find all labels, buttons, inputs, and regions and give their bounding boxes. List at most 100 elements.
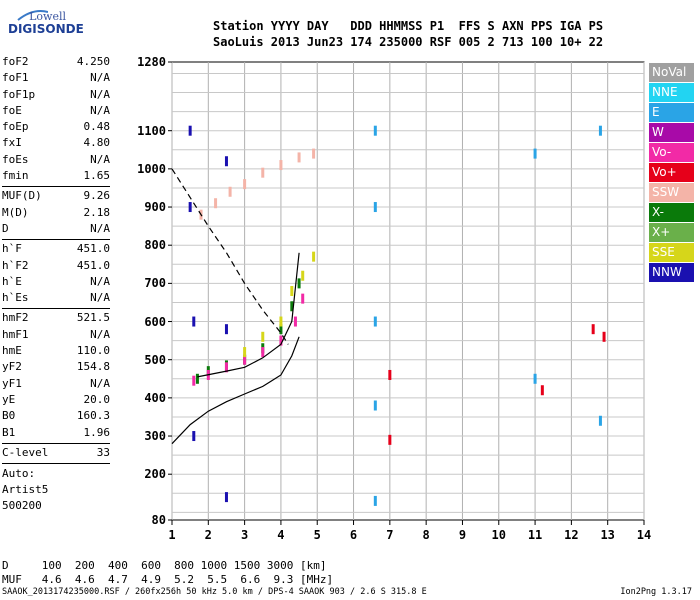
echo-point xyxy=(598,125,602,136)
y-tick-label: 80 xyxy=(151,513,166,527)
param-value: 451.0 xyxy=(76,258,110,272)
param-value: 521.5 xyxy=(76,311,110,325)
echo-point xyxy=(373,125,377,136)
param-value: 1.96 xyxy=(83,425,111,439)
param-name: fxI xyxy=(2,136,22,150)
echo-point xyxy=(224,156,228,167)
param-row: foF1 N/A xyxy=(2,71,110,87)
param-name: foF2 xyxy=(2,55,29,68)
x-tick-label: 3 xyxy=(240,528,249,542)
echo-point xyxy=(312,251,316,262)
legend-item: SSE xyxy=(649,243,694,262)
lowell-digisonde-logo: Lowell DIGISONDE xyxy=(8,8,88,42)
legend-item: Vo- xyxy=(649,143,694,162)
param-name: hmF1 xyxy=(2,327,29,341)
echo-point xyxy=(279,160,283,171)
echo-point xyxy=(388,434,392,445)
param-value: N/A xyxy=(90,71,110,85)
echo-point xyxy=(228,186,232,197)
param-row: foF2 4.250 xyxy=(2,55,110,71)
param-name: foF1 xyxy=(2,71,29,85)
divider xyxy=(2,308,110,310)
param-name: B1 xyxy=(2,425,16,439)
param-value: N/A xyxy=(90,274,110,288)
param-value: 20.0 xyxy=(83,392,111,406)
echo-point xyxy=(373,316,377,327)
echo-point xyxy=(373,400,377,411)
param-name: h`F xyxy=(2,242,22,256)
param-row: hmE 110.0 xyxy=(2,344,110,360)
echo-point xyxy=(533,148,537,159)
legend-item: X- xyxy=(649,203,694,222)
echo-point xyxy=(188,125,192,136)
param-row: yE 20.0 xyxy=(2,393,110,409)
param-value: 1.65 xyxy=(83,169,111,183)
file-info-footer: SAAOK_2013174235000.RSF / 260fx256h 50 k… xyxy=(2,587,427,597)
param-value: 9.26 xyxy=(83,189,111,203)
muf-dashed-curve xyxy=(171,168,289,345)
echo-point xyxy=(261,347,265,358)
param-row: h`Es N/A xyxy=(2,291,110,307)
param-name: yF2 xyxy=(2,360,22,374)
echo-point xyxy=(602,331,606,342)
param-group-confidence: C-level 33 xyxy=(2,446,110,462)
legend-item: NoVal xyxy=(649,63,694,82)
echo-point xyxy=(540,385,544,396)
param-value: N/A xyxy=(90,152,110,166)
divider xyxy=(2,442,110,444)
param-value: 2.18 xyxy=(83,205,111,219)
y-tick-label: 900 xyxy=(144,200,166,215)
logo-line2: DIGISONDE xyxy=(8,22,84,36)
echo-point xyxy=(192,316,196,327)
param-value: 160.3 xyxy=(76,409,110,423)
echo-point xyxy=(261,331,265,342)
logo-swoosh-icon xyxy=(17,10,48,21)
param-value: N/A xyxy=(90,291,110,305)
param-value: N/A xyxy=(90,221,110,235)
param-value: 110.0 xyxy=(76,344,110,358)
legend: NoVal NNE E W Vo- Vo+ SSW X- X+ SSE NNW xyxy=(649,63,694,283)
echo-point xyxy=(293,316,297,327)
param-row: hmF1 N/A xyxy=(2,328,110,344)
legend-item: Vo+ xyxy=(649,163,694,182)
param-value: N/A xyxy=(90,87,110,101)
echo-point xyxy=(312,148,316,159)
echo-point xyxy=(297,278,301,289)
echo-point xyxy=(192,431,196,442)
legend-item: NNW xyxy=(649,263,694,282)
param-name: hmF2 xyxy=(2,311,29,325)
param-value: N/A xyxy=(90,327,110,341)
divider xyxy=(2,186,110,188)
fitted-trace-curve xyxy=(197,252,300,378)
param-name: C-level xyxy=(2,445,49,459)
y-tick-label: 800 xyxy=(144,238,166,253)
param-name: foE xyxy=(2,103,22,117)
param-row: foE N/A xyxy=(2,104,110,120)
x-tick-label: 14 xyxy=(636,528,652,542)
y-tick-label: 1000 xyxy=(137,161,166,176)
param-row: yF1 N/A xyxy=(2,377,110,393)
param-row: foEs N/A xyxy=(2,153,110,169)
x-tick-label: 12 xyxy=(564,528,579,542)
autoscale-version: 500200 xyxy=(2,499,42,513)
param-name: h`Es xyxy=(2,291,29,305)
param-value: 451.0 xyxy=(76,242,110,256)
autoscale-label: Auto: xyxy=(2,467,36,481)
param-row: foF1p N/A xyxy=(2,88,110,104)
echo-point xyxy=(192,375,196,386)
param-row: B0 160.3 xyxy=(2,409,110,425)
param-value: 4.250 xyxy=(76,55,110,68)
x-tick-label: 4 xyxy=(277,528,285,542)
echo-point xyxy=(195,373,199,384)
param-name: foEp xyxy=(2,120,29,134)
param-group-critical-freqs: foF2 4.250 foF1 N/A foF1p N/A foE N/A foEp 0.48 fx… xyxy=(2,55,110,185)
param-value: 0.48 xyxy=(83,120,111,134)
echo-point xyxy=(224,324,228,335)
x-tick-label: 10 xyxy=(491,528,506,542)
y-tick-label: 400 xyxy=(144,390,166,405)
x-tick-label: 13 xyxy=(600,528,615,542)
autoscale-program: Artist5 xyxy=(2,483,49,497)
scaled-parameters-panel: foF2 4.250 foF1 N/A foF1p N/A foE N/A foEp 0.48 fx… xyxy=(2,55,110,514)
param-row: M(D) 2.18 xyxy=(2,206,110,222)
